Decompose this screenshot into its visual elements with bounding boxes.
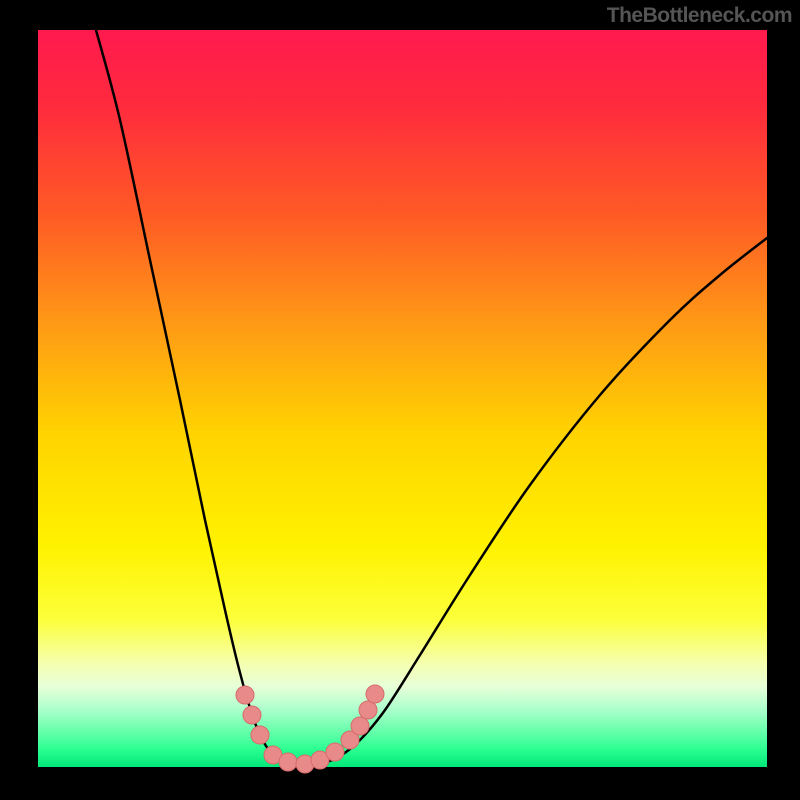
data-marker xyxy=(359,701,377,719)
curve-overlay xyxy=(0,0,800,800)
data-marker xyxy=(366,685,384,703)
data-marker xyxy=(243,706,261,724)
data-marker xyxy=(251,726,269,744)
bottleneck-curve xyxy=(96,30,767,766)
data-markers xyxy=(236,685,384,773)
data-marker xyxy=(279,753,297,771)
chart-container: { "watermark": { "text": "TheBottleneck.… xyxy=(0,0,800,800)
data-marker xyxy=(351,717,369,735)
data-marker xyxy=(326,743,344,761)
watermark-text: TheBottleneck.com xyxy=(607,4,792,28)
data-marker xyxy=(236,686,254,704)
